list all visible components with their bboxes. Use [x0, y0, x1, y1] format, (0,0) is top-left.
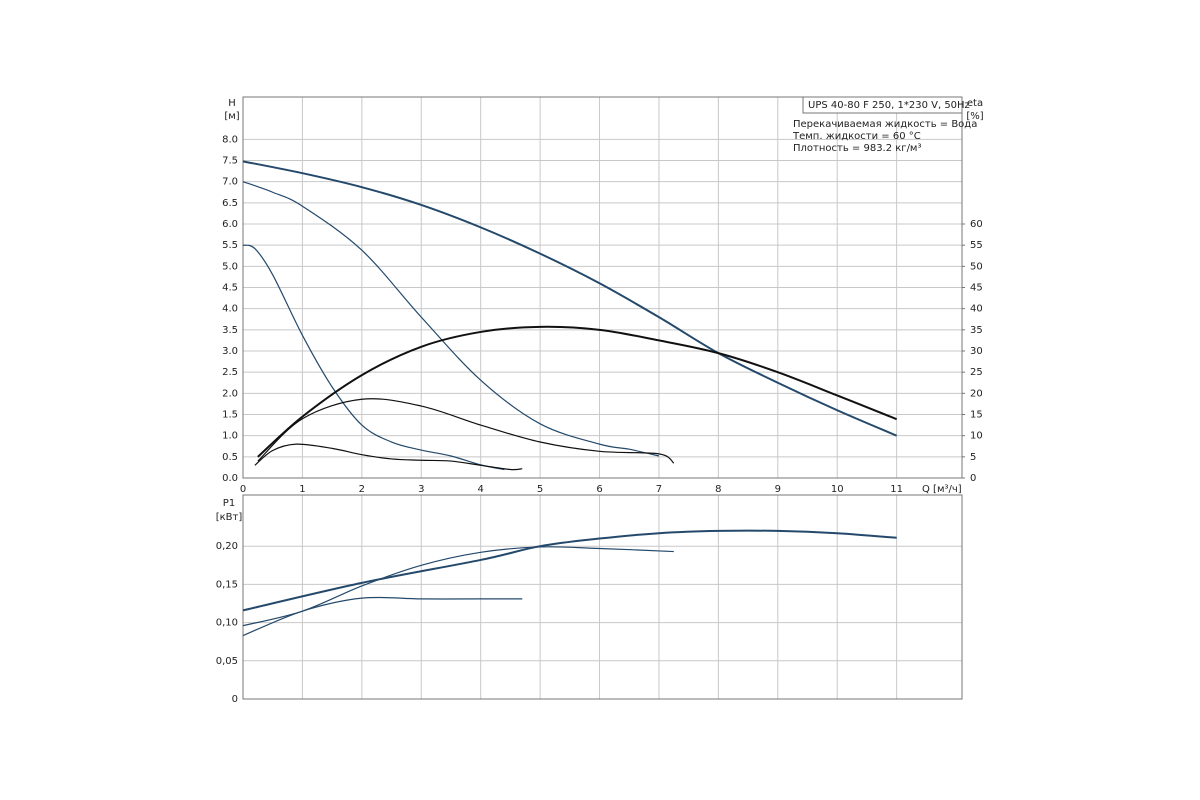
y2-tick-label: 20 — [970, 388, 983, 399]
y-tick-label: 6.5 — [222, 198, 238, 209]
y2-tick-label: 50 — [970, 261, 983, 272]
y-tick-label: 3.0 — [222, 346, 238, 357]
y-tick-label: 0 — [232, 694, 238, 705]
y-tick-label: 2.0 — [222, 388, 238, 399]
y-tick-label: 3.5 — [222, 325, 238, 336]
y-tick-label: 8.0 — [222, 134, 238, 145]
curve — [242, 244, 505, 471]
curve — [257, 325, 898, 458]
y-tick-label: 7.0 — [222, 177, 238, 188]
y-tick-label: 0,15 — [216, 579, 238, 590]
x-tick-label: 6 — [596, 484, 602, 495]
y2-tick-label: 5 — [970, 452, 976, 463]
x-tick-label: 3 — [418, 484, 424, 495]
y-tick-label: 0,20 — [216, 541, 238, 552]
y2-tick-label: 10 — [970, 431, 983, 442]
x-tick-label: 9 — [775, 484, 781, 495]
x-tick-label: 0 — [240, 484, 246, 495]
annotation-title: UPS 40-80 F 250, 1*230 V, 50Hz — [808, 100, 970, 111]
y-unit: [м] — [224, 111, 239, 122]
x-tick-label: 8 — [715, 484, 721, 495]
x-tick-label: 2 — [359, 484, 365, 495]
curve — [242, 181, 660, 457]
x-tick-label: 10 — [831, 484, 844, 495]
y2-tick-label: 15 — [970, 410, 983, 421]
curve — [242, 160, 898, 437]
y-tick-label: 5.0 — [222, 261, 238, 272]
curve — [242, 596, 523, 637]
y2-tick-label: 60 — [970, 219, 983, 230]
y-tick-label: 0.5 — [222, 452, 238, 463]
y2-tick-label: 30 — [970, 346, 983, 357]
x-tick-label: 5 — [537, 484, 543, 495]
curve — [242, 529, 897, 612]
y-tick-label: 4.5 — [222, 283, 238, 294]
y-tick-label: 1.0 — [222, 431, 238, 442]
y-label: H — [228, 98, 236, 109]
y-unit: [кВт] — [216, 512, 243, 523]
x-tick-label: 1 — [299, 484, 305, 495]
y-tick-label: 6.0 — [222, 219, 238, 230]
x-tick-label: 4 — [477, 484, 483, 495]
x-tick-label: 7 — [656, 484, 662, 495]
y-tick-label: 2.5 — [222, 367, 238, 378]
y-tick-label: 0,05 — [216, 656, 238, 667]
y-tick-label: 5.5 — [222, 240, 238, 251]
y2-tick-label: 25 — [970, 367, 983, 378]
y-tick-label: 4.0 — [222, 304, 238, 315]
annotation: Перекачиваемая жидкость = Вода — [793, 119, 977, 130]
y-tick-label: 7.5 — [222, 156, 238, 167]
y-tick-label: 0.0 — [222, 473, 238, 484]
annotation: Плотность = 983.2 кг/м³ — [793, 143, 922, 154]
y2-tick-label: 45 — [970, 283, 983, 294]
y2-tick-label: 40 — [970, 304, 983, 315]
x-label: Q [м³/ч] — [922, 484, 962, 495]
curve — [254, 443, 523, 471]
x-tick-label: 11 — [890, 484, 903, 495]
annotation-box — [802, 96, 963, 114]
y2-tick-label: 55 — [970, 240, 983, 251]
y2-unit: [%] — [966, 111, 983, 122]
y2-tick-label: 0 — [970, 473, 976, 484]
y-tick-label: 1.5 — [222, 410, 238, 421]
annotation: Темп. жидкости = 60 °C — [792, 131, 921, 142]
plot-frame — [242, 494, 963, 700]
y2-label: eta — [967, 98, 983, 109]
curve — [257, 398, 675, 464]
y-label: P1 — [223, 498, 235, 509]
y-tick-label: 0,10 — [216, 618, 238, 629]
y2-tick-label: 35 — [970, 325, 983, 336]
